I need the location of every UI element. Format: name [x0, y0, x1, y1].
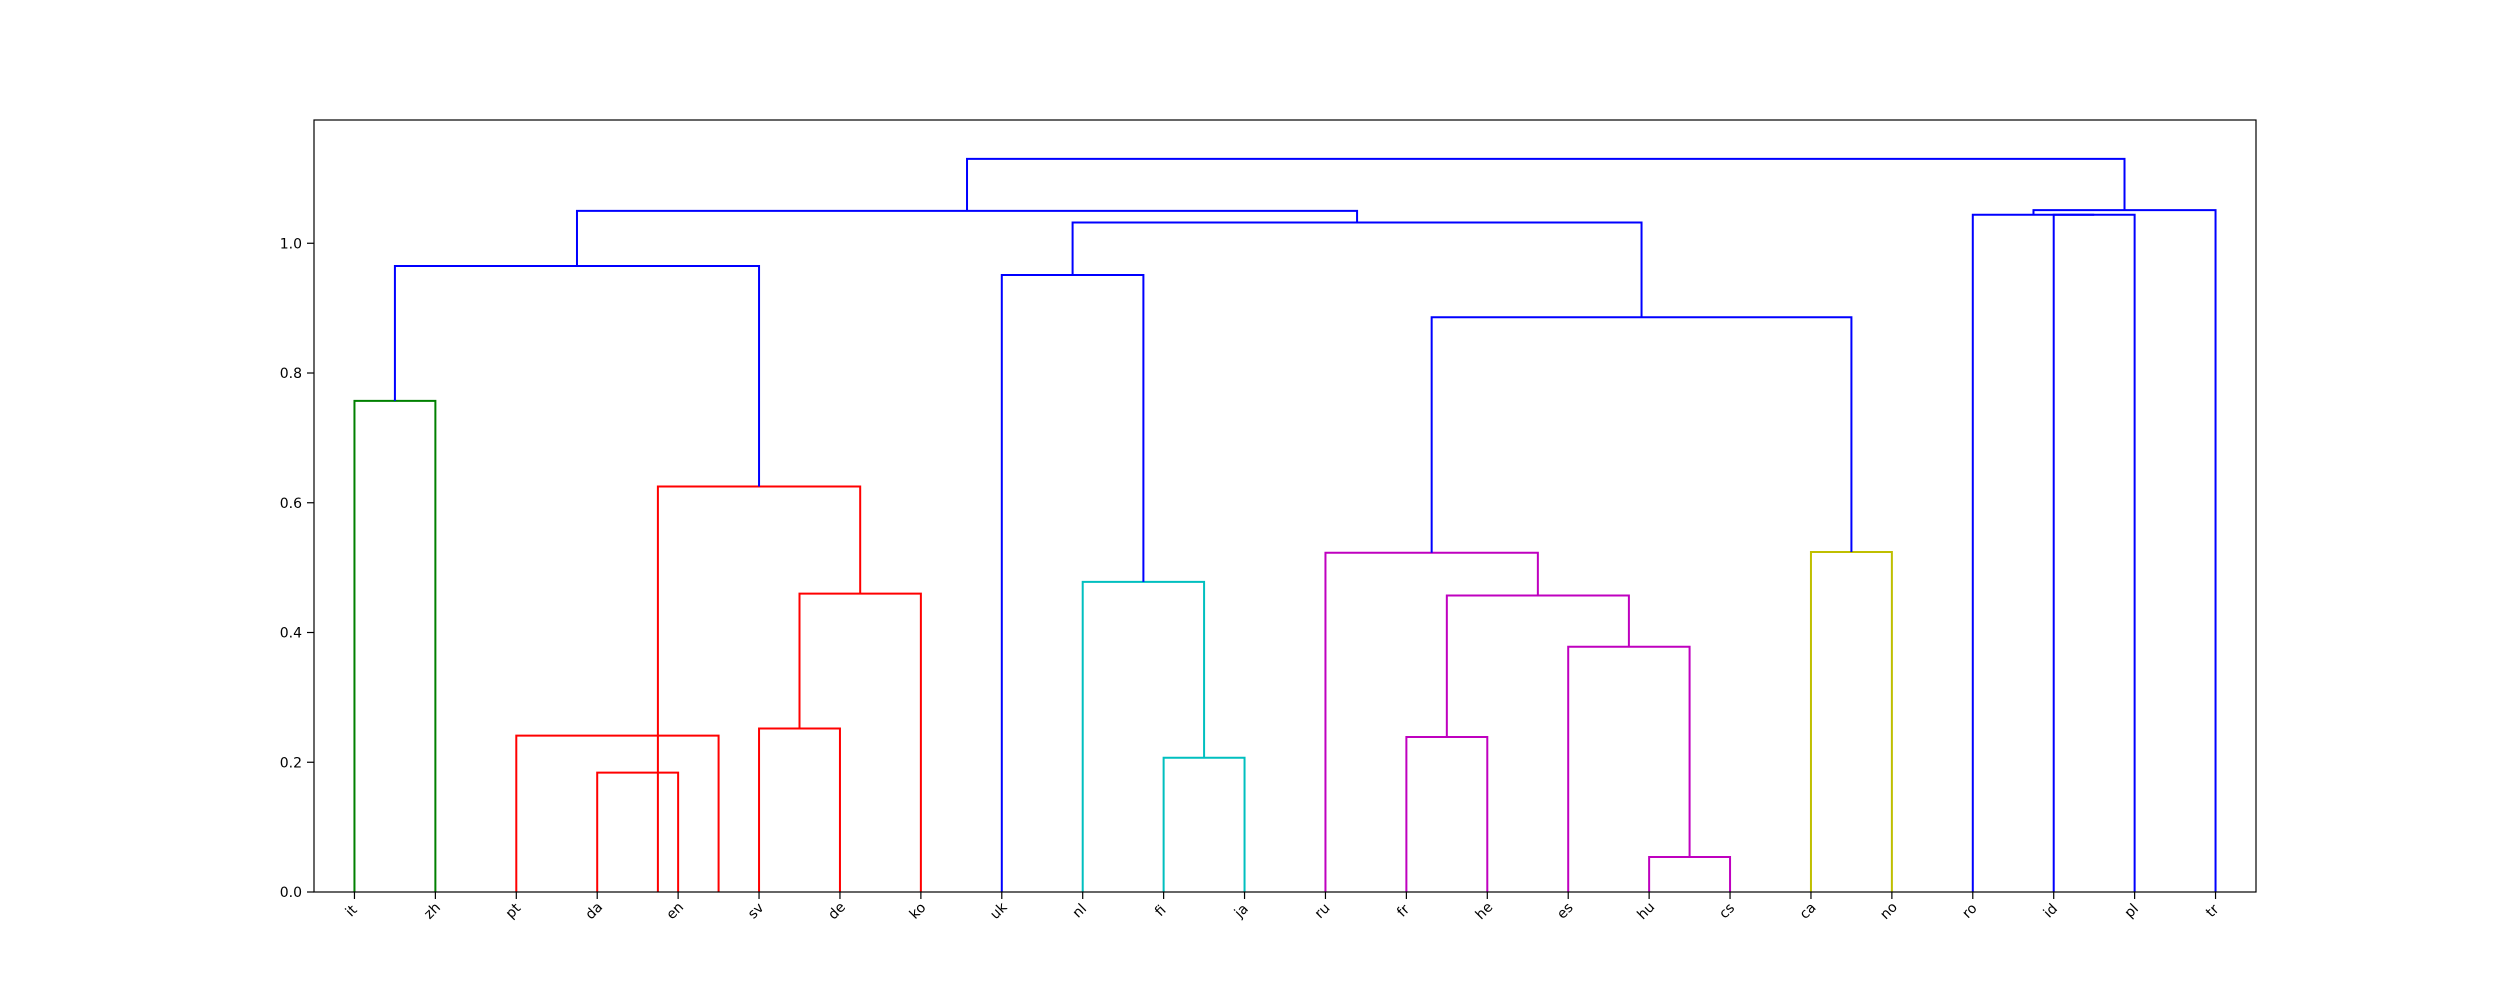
y-tick-label: 0.2 [280, 755, 302, 771]
dendrogram-link [1567, 645, 1691, 892]
dendrogram-link [1430, 316, 1853, 553]
dendrogram-link [1071, 221, 1643, 318]
y-tick-label: 1.0 [280, 236, 302, 252]
y-axis: 0.0 0.2 0.4 0.6 0.8 1.0 [280, 236, 314, 901]
leaf-label: ro [1959, 901, 1980, 922]
leaf-label: hu [1634, 899, 1658, 923]
leaf-label: sv [745, 900, 767, 922]
dendrogram-link [1000, 274, 1145, 892]
leaf-label: tr [2203, 901, 2222, 920]
leaf-label: he [1473, 899, 1497, 923]
dendrogram-link [1809, 551, 1893, 892]
leaf-label: fi [1152, 902, 1170, 920]
leaf-label: en [663, 899, 687, 923]
dendrogram-link [353, 399, 437, 892]
leaf-label: fr [1394, 902, 1413, 921]
dendrogram-link [1648, 855, 1732, 892]
leaf-label: da [583, 899, 607, 923]
dendrogram-link [1081, 580, 1206, 892]
leaf-label: es [1554, 900, 1577, 923]
dendrogram-link [966, 157, 2126, 211]
y-tick-label: 0.8 [280, 366, 302, 382]
leaf-label: it [343, 902, 361, 920]
leaf-label: ja [1231, 901, 1252, 922]
leaf-label: ko [907, 900, 930, 923]
dendrogram-link [575, 209, 1359, 266]
dendrogram-link [596, 771, 680, 892]
leaf-label: pt [503, 900, 525, 922]
dendrogram-link [2032, 209, 2217, 892]
leaf-label: no [1877, 899, 1901, 923]
dendrogram-link [798, 592, 922, 892]
leaf-label: cs [1716, 900, 1738, 922]
x-axis: it zh pt da en sv de ko uk nl fi ja ru fr he es hu cs ca no… [343, 892, 2223, 923]
dendrogram-link [656, 485, 862, 892]
leaf-label: de [825, 899, 849, 923]
y-tick-label: 0.0 [280, 885, 302, 901]
dendrogram-link [758, 727, 841, 892]
y-tick-label: 0.6 [280, 496, 302, 512]
dendrogram-link [1324, 551, 1539, 892]
dendrogram-link [515, 734, 720, 892]
leaf-label: uk [987, 899, 1011, 923]
leaf-label: ca [1797, 900, 1820, 923]
leaf-label: nl [1070, 901, 1090, 921]
plot-frame [313, 119, 2257, 893]
dendrogram-link [1405, 735, 1489, 892]
leaf-label: zh [421, 900, 444, 923]
dendrogram-link [393, 264, 761, 487]
dendrogram-link [1445, 594, 1630, 737]
leaf-label: id [2041, 901, 2061, 921]
leaf-label: ru [1312, 900, 1334, 922]
dendrogram-link [1971, 213, 2095, 892]
leaf-label: pl [2122, 901, 2142, 921]
y-tick-label: 0.4 [280, 626, 302, 642]
dendrogram-links [353, 157, 2217, 892]
dendrogram-link [1162, 756, 1246, 892]
dendrogram-link [2052, 213, 2136, 892]
